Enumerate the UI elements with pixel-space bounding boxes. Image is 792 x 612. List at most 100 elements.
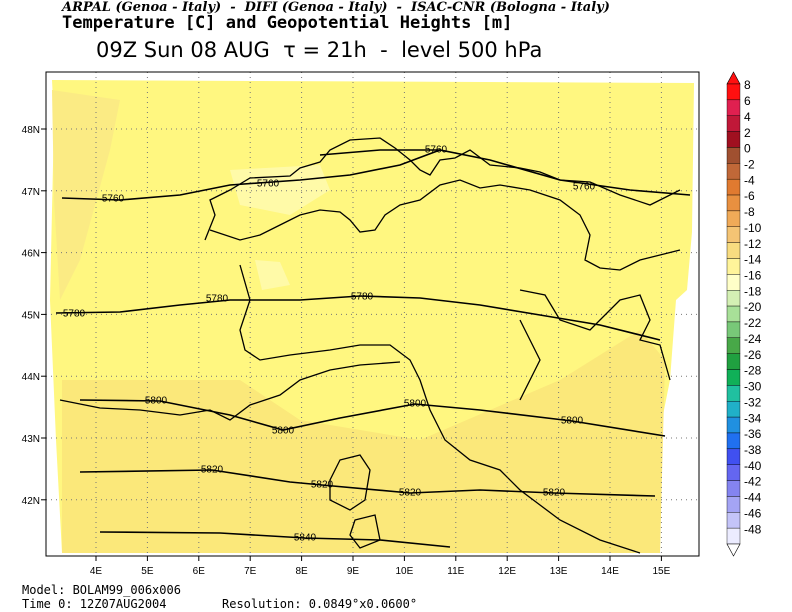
temp-field-warm [62,330,665,553]
colorbar-swatch [726,99,741,116]
colorbar-label: -10 [744,221,762,235]
colorbar-label: -38 [744,443,762,457]
colorbar-label: -30 [744,380,762,394]
coast [519,289,671,401]
isohypse [61,149,691,201]
contour-label: 5840 [294,533,317,544]
colorbar-label: 2 [744,126,751,140]
colorbar-label: -46 [744,506,762,520]
colorbar-swatch [726,432,741,450]
colorbar-swatch [726,83,741,101]
coast [59,361,401,421]
colorbar-swatch [726,131,741,148]
colorbar-label: 8 [744,78,751,92]
colorbar-swatch [726,305,741,323]
contour-label: 5820 [201,465,224,476]
colorbar-swatch [726,321,741,338]
colorbar-swatch [726,163,741,180]
colorbar-swatch [726,290,741,307]
colorbar-label: -6 [744,189,755,203]
colorbar-label: -4 [744,173,755,187]
colorbar-swatch [726,527,741,545]
colorbar-label: 6 [744,94,751,108]
colorbar-label: -48 [744,522,762,536]
title: Temperature [C] and Geopotential Heights… [62,13,512,33]
colorbar-label: -24 [744,332,762,346]
lat-label: 44N [22,372,40,383]
isohypse [319,149,440,156]
lon-label: 14E [601,566,619,577]
colorbar-swatch [726,242,741,259]
isohypse [79,469,656,497]
lon-label: 13E [550,566,568,577]
lat-label: 45N [22,310,40,321]
colorbar-swatch [726,194,741,212]
lat-label: 48N [22,125,40,136]
contour-label: 5800 [561,416,584,427]
colorbar-label: -36 [744,427,762,441]
contour-label: 5760 [425,145,448,156]
colorbar: 8 6 4 2 0-2 -4 -6 -8 -10 -12 -14 -16-18 -20 -22 -24 -26… [726,71,762,557]
coast [239,264,641,554]
temp-field-warm [52,90,120,300]
colorbar-label: -14 [744,253,762,267]
lon-label: 9E [347,566,360,577]
colorbar-swatch [726,416,741,434]
colorbar-swatch [726,353,741,370]
colorbar-label: -26 [744,348,762,362]
colorbar-label: -42 [744,475,762,489]
lon-label: 11E [447,566,464,577]
contour-label: 5780 [351,292,374,303]
colorbar-arrow [726,543,741,557]
colorbar-label: -34 [744,411,762,425]
lon-label: 5E [141,566,154,577]
lat-label: 46N [22,249,40,260]
footer-time: Time 0: 12Z07AUG2004 [22,597,167,611]
contour-label: 5780 [206,294,229,305]
colorbar-swatch [726,337,741,354]
contour-label: 5800 [272,426,295,437]
colorbar-arrow [726,71,741,85]
colorbar-label: -28 [744,364,762,378]
colorbar-label: 0 [744,142,751,156]
contour-label: 5800 [404,399,427,410]
isohypse [79,399,666,437]
colorbar-label: -20 [744,300,762,314]
lat-label: 42N [22,496,40,507]
colorbar-swatch [726,512,741,529]
isohypse [55,295,661,341]
colorbar-label: -16 [744,269,762,283]
colorbar-label: -12 [744,237,762,251]
colorbar-swatch [726,448,741,465]
colorbar-swatch [726,258,741,275]
lat-label: 43N [22,434,40,445]
colorbar-label: -40 [744,459,762,473]
colorbar-swatch [726,210,741,227]
colorbar-swatch [726,401,741,418]
isohypse [99,531,451,548]
colorbar-label: -22 [744,316,762,330]
colorbar-swatch [726,464,741,481]
contour-label: 5820 [543,488,566,499]
lat-label: 47N [22,187,40,198]
contour-label: 5780 [63,309,86,320]
lon-label: 15E [653,566,671,577]
colorbar-swatch [726,178,741,196]
lon-label: 8E [295,566,308,577]
coast [329,454,381,549]
colorbar-label: -44 [744,491,762,505]
colorbar-swatch [726,115,741,132]
lon-label: 6E [193,566,206,577]
footer-resolution: Resolution: 0.0849°x0.0600° [222,597,417,611]
colorbar-label: -8 [744,205,755,219]
colorbar-swatch [726,274,741,291]
colorbar-label: -2 [744,157,755,171]
colorbar-label: -18 [744,284,762,298]
contour-label: 5820 [399,488,422,499]
colorbar-swatch [726,369,741,386]
contour-label: 5760 [573,182,596,193]
subtitle: 09Z Sun 08 AUG τ = 21h - level 500 hPa [96,38,542,62]
